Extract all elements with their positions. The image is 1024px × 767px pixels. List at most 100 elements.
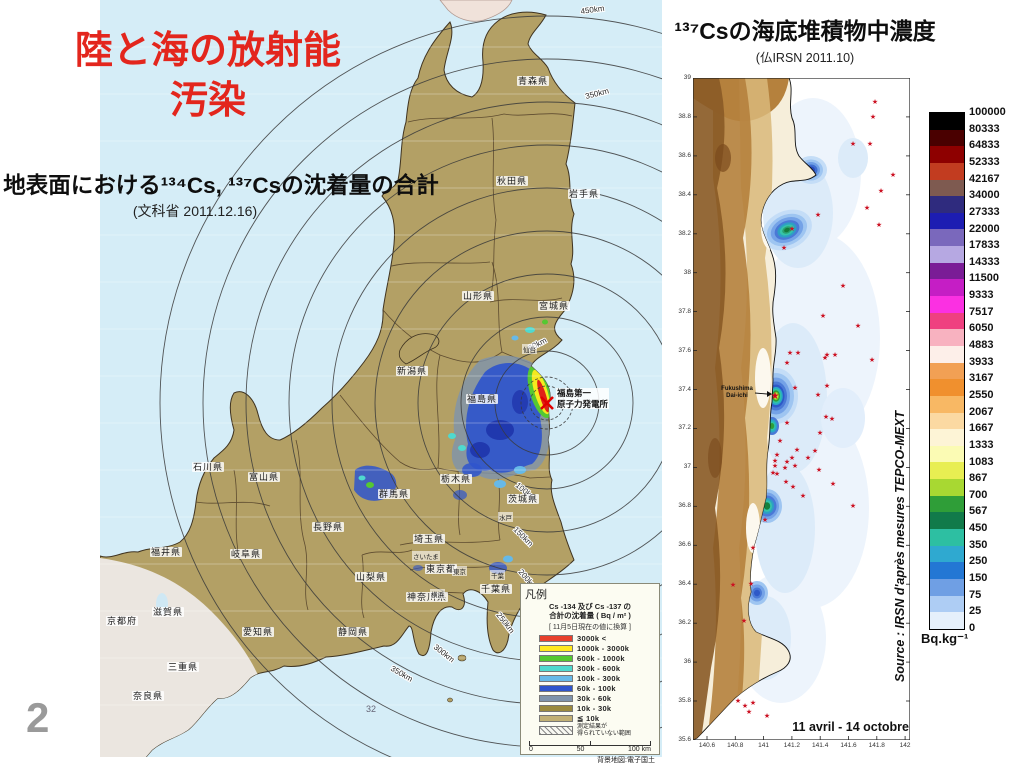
scale-band [930, 212, 964, 230]
city-label: 仙台 [522, 344, 537, 354]
scale-tick-label: 2067 [969, 405, 994, 418]
plant-arrow [754, 392, 768, 395]
prefecture-label: 愛知県 [242, 627, 275, 638]
measurement-star: ★ [832, 351, 838, 359]
scale-band [930, 113, 964, 130]
prefecture-label: 奈良県 [132, 691, 165, 702]
prefecture-label: 神奈川県 [406, 592, 449, 603]
city-label: 水戸 [498, 512, 513, 522]
scale-band [930, 529, 964, 546]
scale-band [930, 262, 964, 280]
scale-tick-label: 75 [969, 588, 982, 601]
longitude-tick-label: 142 [899, 742, 911, 749]
prefecture-label: 青森県 [517, 76, 550, 87]
scale-tick-label: 34000 [969, 189, 1000, 202]
measurement-star: ★ [815, 211, 821, 219]
measurement-star: ★ [772, 462, 778, 470]
legend-row: 3000k < [539, 634, 655, 643]
scale-tick-label: 100000 [969, 106, 1006, 118]
measurement-star: ★ [840, 282, 846, 290]
measurement-star: ★ [794, 446, 800, 454]
latitude-tick-label: 35.8 [678, 697, 691, 705]
plant-marker-left [540, 396, 554, 410]
slide-title-line2: 汚染 [169, 80, 246, 123]
latitude-tick-label: 37.6 [678, 346, 691, 354]
measurement-star: ★ [774, 451, 780, 459]
legend-label: 600k - 1000k [577, 653, 625, 663]
legend-title: 凡例 [525, 589, 547, 601]
prefecture-label: 福井県 [150, 547, 183, 558]
legend-label: 60k - 100k [577, 683, 616, 693]
longitude-tick-label: 141.8 [868, 742, 885, 749]
legend-swatch [539, 654, 573, 662]
prefecture-label: 茨城県 [507, 494, 540, 505]
scale-band [930, 329, 964, 346]
plume-sendai-bay [762, 209, 812, 251]
prefecture-label: 栃木県 [440, 474, 473, 485]
scale-bar-50: 50 [576, 745, 585, 753]
legend-label: ≦ 10k [577, 713, 600, 723]
measurement-period: 11 avril - 14 octobre [792, 720, 909, 734]
scale-band [930, 279, 964, 297]
scale-tick-label: 567 [969, 505, 988, 518]
prefecture-label: 秋田県 [496, 176, 529, 187]
legend-swatch [539, 644, 573, 652]
measurement-star: ★ [812, 447, 818, 455]
legend-label: 3000k < [577, 633, 607, 643]
right-map-subtitle: (仏IRSN 2011.10) [755, 51, 855, 65]
measurement-star: ★ [792, 462, 798, 470]
seafloor-sediment-map: ★ Fukushima Dai-ichi ★ ★ ★ ★ ★ ★ ★ ★ ★ ★ ★ ★ ★ ★ ★ ★ ★ ★ ★… [678, 70, 924, 762]
legend-label: 10k - 30k [577, 703, 612, 713]
plant-label-line1: 福島第一 [557, 388, 592, 398]
latitude-tick-label: 37.2 [678, 424, 691, 432]
prefecture-label: 富山県 [248, 472, 281, 483]
latitude-tick-label: 38.8 [678, 112, 691, 120]
izu-oshima-island [457, 654, 467, 662]
measurement-star: ★ [770, 469, 776, 477]
measurement-star: ★ [730, 581, 736, 589]
measurement-star: ★ [890, 171, 896, 179]
prefecture-label: 山梨県 [355, 572, 388, 583]
scale-tick-label: 14333 [969, 255, 1000, 268]
scale-tick-label: 0 [969, 622, 976, 634]
scale-band [930, 512, 964, 530]
measurement-star: ★ [805, 454, 811, 462]
city-label: 横浜 [430, 589, 445, 599]
measurement-star: ★ [829, 415, 835, 423]
legend-row: ≦ 10k [539, 714, 655, 723]
measurement-star: ★ [823, 413, 829, 421]
measurement-star: ★ [750, 699, 756, 707]
measurement-star: ★ [850, 502, 856, 510]
left-map-subtitle: 地表面における¹³⁴Cs, ¹³⁷Csの沈着量の合計 [3, 173, 439, 198]
measurement-star: ★ [781, 244, 787, 252]
latitude-tick-label: 35.6 [678, 735, 691, 743]
latitude-tick-label: 38.4 [678, 190, 691, 198]
small-island [447, 697, 453, 703]
concentration-scale-labels: 100000 80333 64833 52333 42167 34000 27333 2200… [969, 106, 1021, 640]
plant-label-right-line2: Dai-ichi [726, 393, 748, 399]
measurement-stars-layer: ★★★ ★★★★★★★★★★★★ ★ ★ ★★★ ★★ ★★★ ★★★★★ ★★ ★ ★★ ★ ★ ★★ ★… [730, 98, 896, 720]
sado-island [398, 333, 440, 365]
legend-credit: 背景地図:電子国土 [597, 756, 655, 764]
measurement-star: ★ [878, 187, 884, 195]
measurement-star: ★ [790, 483, 796, 491]
scale-band [930, 362, 964, 380]
measurement-star: ★ [789, 225, 795, 233]
longitude-tick-label: 141 [758, 742, 770, 749]
plant-arrowhead [767, 391, 772, 397]
measurement-star: ★ [784, 359, 790, 367]
measurement-star: ★ [822, 354, 828, 362]
measurement-star: ★ [800, 492, 806, 500]
measurement-star: ★ [816, 466, 822, 474]
legend-swatch [539, 664, 573, 672]
measurement-star: ★ [830, 480, 836, 488]
prefecture-label: 宮城県 [538, 301, 571, 312]
measurement-star: ★ [787, 349, 793, 357]
legend-hatch-swatch [539, 726, 573, 736]
prefecture-label: 滋賀県 [152, 607, 185, 618]
scale-band [930, 146, 964, 163]
scale-band [930, 612, 964, 629]
plant-label-right-line1: Fukushima [721, 386, 753, 392]
legend-rows: 3000k <1000k - 3000k 600k - 1000k 300k - 6… [539, 634, 655, 723]
slide-title: 陸と海の放射能 汚染 [52, 26, 364, 126]
